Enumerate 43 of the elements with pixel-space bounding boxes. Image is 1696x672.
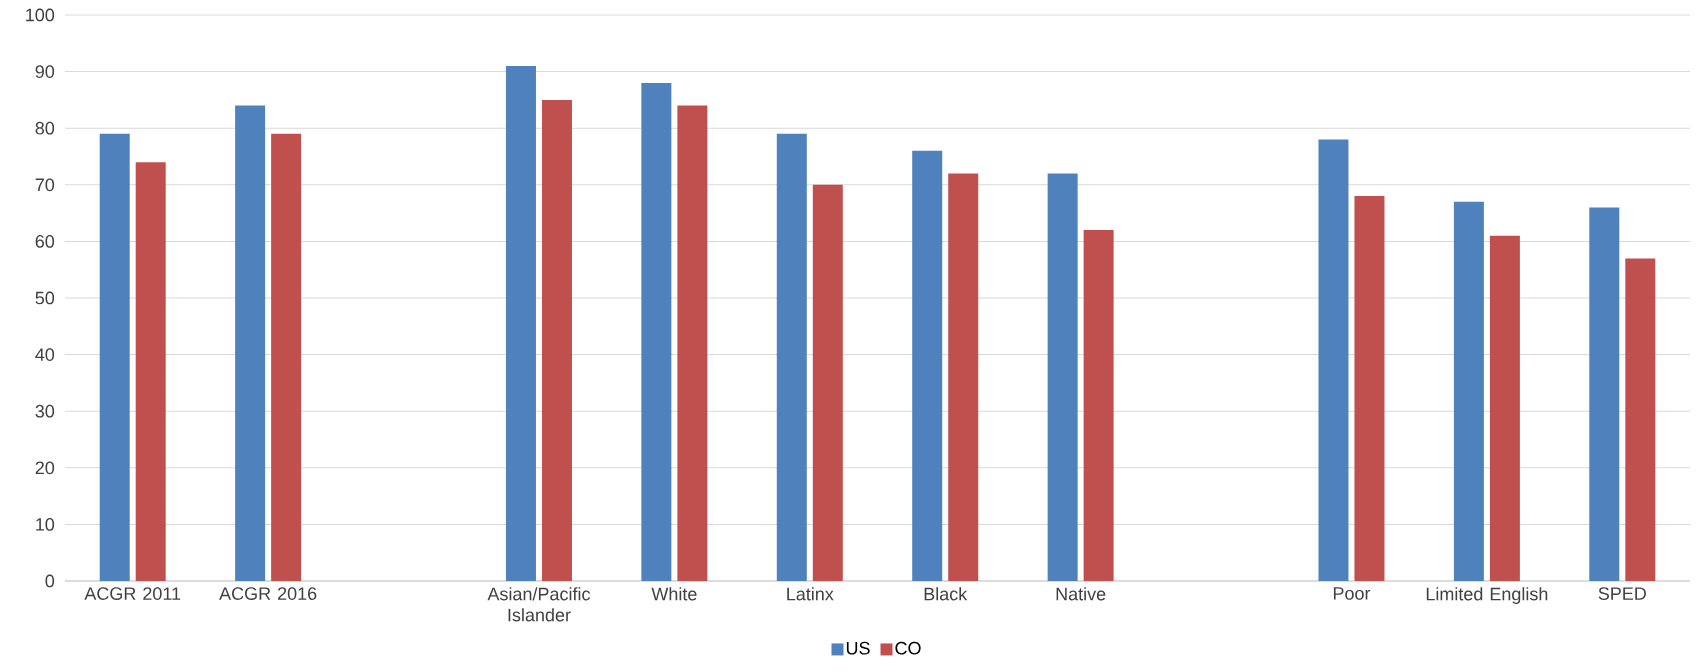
y-tick-label: 70 [35,178,55,192]
y-tick-label: 80 [35,121,55,135]
y-tick-label: 20 [35,461,55,475]
bar [1453,201,1484,581]
x-tick-label: Black [924,587,968,601]
x-tick-label: ACGR 2016 [219,587,317,600]
bar [235,105,266,581]
y-tick-label: 100 [26,8,55,22]
bar [948,173,979,581]
x-tick-label: Limited English [1426,587,1548,604]
y-tick-label: 40 [35,348,55,361]
legend-label: CO [895,641,921,655]
y-tick-label: 30 [35,404,55,418]
bar [776,133,807,581]
bar [1489,235,1520,581]
x-tick-label: Native [1056,587,1106,601]
bar [1047,173,1078,581]
y-tick-label: 10 [36,518,55,531]
bar [812,184,843,581]
x-tick-label: Asian/Pacific Islander [487,587,590,622]
bar [1318,139,1349,581]
y-tick-label: 50 [35,291,55,305]
x-tick-label: ACGR 2011 [84,587,181,600]
bar [641,82,672,581]
bar [1589,207,1620,581]
bar [1083,230,1114,581]
bar [1354,196,1385,581]
legend-label: US [846,641,870,655]
y-tick-label: 60 [35,235,55,248]
y-tick-label: 0 [45,574,55,588]
bar [677,105,708,581]
bar [271,133,302,581]
bar [99,133,130,581]
bar [541,99,572,581]
bar [912,150,943,581]
x-tick-label: White [651,587,697,601]
bar [1625,258,1656,581]
x-tick-label: SPED [1598,587,1646,600]
x-tick-label: Poor [1333,587,1371,600]
bar [505,65,536,581]
x-tick-label: Latinx [787,587,834,601]
bar [135,162,166,581]
y-tick-label: 90 [35,65,55,78]
